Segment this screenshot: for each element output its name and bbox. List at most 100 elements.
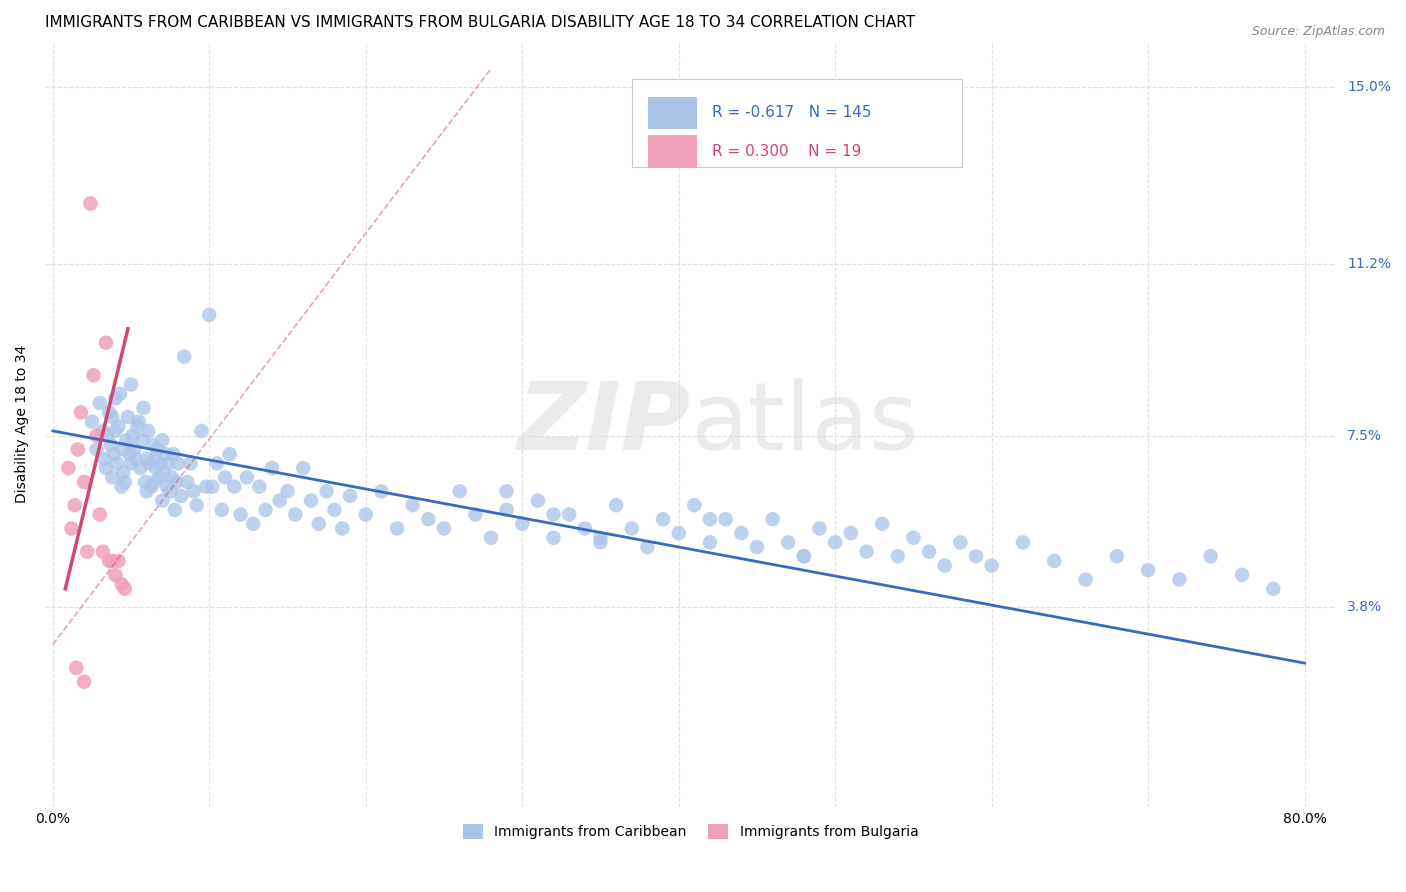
Point <box>104 567 127 582</box>
Point <box>93 451 115 466</box>
Point <box>111 480 134 494</box>
Point <box>965 549 987 564</box>
Point <box>179 457 201 471</box>
Point <box>354 508 377 522</box>
FancyBboxPatch shape <box>633 79 962 168</box>
Point <box>934 558 956 573</box>
Point <box>479 531 502 545</box>
Point <box>89 508 111 522</box>
Point <box>1043 554 1066 568</box>
Point <box>101 554 124 568</box>
Point <box>80 415 103 429</box>
Point <box>111 577 134 591</box>
Point <box>107 554 129 568</box>
Point <box>149 457 172 471</box>
Point <box>148 470 170 484</box>
Point <box>94 335 117 350</box>
Point <box>745 540 768 554</box>
Point <box>543 531 565 545</box>
Point <box>527 493 550 508</box>
Point <box>155 447 177 461</box>
Point <box>714 512 737 526</box>
Point <box>73 674 96 689</box>
Point <box>1012 535 1035 549</box>
Text: ZIP: ZIP <box>517 378 690 470</box>
Point <box>190 424 212 438</box>
Point <box>121 428 143 442</box>
Point <box>495 503 517 517</box>
Point <box>101 409 124 424</box>
Text: 15.0%: 15.0% <box>1347 80 1391 95</box>
Point <box>135 484 157 499</box>
Point <box>131 434 153 448</box>
Y-axis label: Disability Age 18 to 34: Disability Age 18 to 34 <box>15 345 30 503</box>
Point <box>558 508 581 522</box>
Point <box>269 493 291 508</box>
Point <box>903 531 925 545</box>
Point <box>58 461 80 475</box>
Point <box>120 457 142 471</box>
Point <box>104 392 127 406</box>
Point <box>160 470 183 484</box>
Point <box>143 475 166 489</box>
Point <box>101 470 124 484</box>
Point <box>108 386 131 401</box>
Point <box>89 396 111 410</box>
Point <box>76 544 98 558</box>
Point <box>183 484 205 499</box>
Point <box>214 470 236 484</box>
Text: atlas: atlas <box>690 378 918 470</box>
Point <box>153 466 176 480</box>
Point <box>839 526 862 541</box>
Point <box>699 535 721 549</box>
Point <box>1168 573 1191 587</box>
Point <box>142 438 165 452</box>
Point <box>205 457 228 471</box>
Point <box>105 457 128 471</box>
Point <box>66 442 89 457</box>
Point <box>315 484 337 499</box>
Point <box>778 535 800 549</box>
Point <box>330 521 353 535</box>
Point <box>73 475 96 489</box>
Point <box>1230 567 1253 582</box>
Point <box>370 484 392 499</box>
Point <box>60 521 83 535</box>
Point <box>793 549 815 564</box>
Point <box>118 447 141 461</box>
Point <box>1137 563 1160 577</box>
Point <box>402 498 425 512</box>
Point <box>86 442 108 457</box>
Point <box>163 503 186 517</box>
Point <box>136 424 159 438</box>
Point <box>636 540 658 554</box>
Point <box>247 480 270 494</box>
Point <box>173 350 195 364</box>
Point <box>157 457 180 471</box>
Point <box>107 419 129 434</box>
Point <box>201 480 224 494</box>
Point <box>211 503 233 517</box>
Point <box>129 461 152 475</box>
Point <box>224 480 246 494</box>
Text: Source: ZipAtlas.com: Source: ZipAtlas.com <box>1251 25 1385 38</box>
Point <box>464 508 486 522</box>
Point <box>218 447 240 461</box>
Point <box>980 558 1002 573</box>
Point <box>70 405 93 419</box>
Point <box>82 368 104 383</box>
Point <box>198 308 221 322</box>
Point <box>143 451 166 466</box>
Point <box>229 508 252 522</box>
Point <box>128 415 150 429</box>
Point <box>103 447 125 461</box>
Point <box>308 516 330 531</box>
Legend: Immigrants from Caribbean, Immigrants from Bulgaria: Immigrants from Caribbean, Immigrants fr… <box>456 817 925 847</box>
Point <box>1074 573 1097 587</box>
Point <box>433 521 456 535</box>
Text: 7.5%: 7.5% <box>1347 428 1382 442</box>
Point <box>339 489 361 503</box>
Point <box>652 512 675 526</box>
Point <box>824 535 846 549</box>
Point <box>134 475 156 489</box>
